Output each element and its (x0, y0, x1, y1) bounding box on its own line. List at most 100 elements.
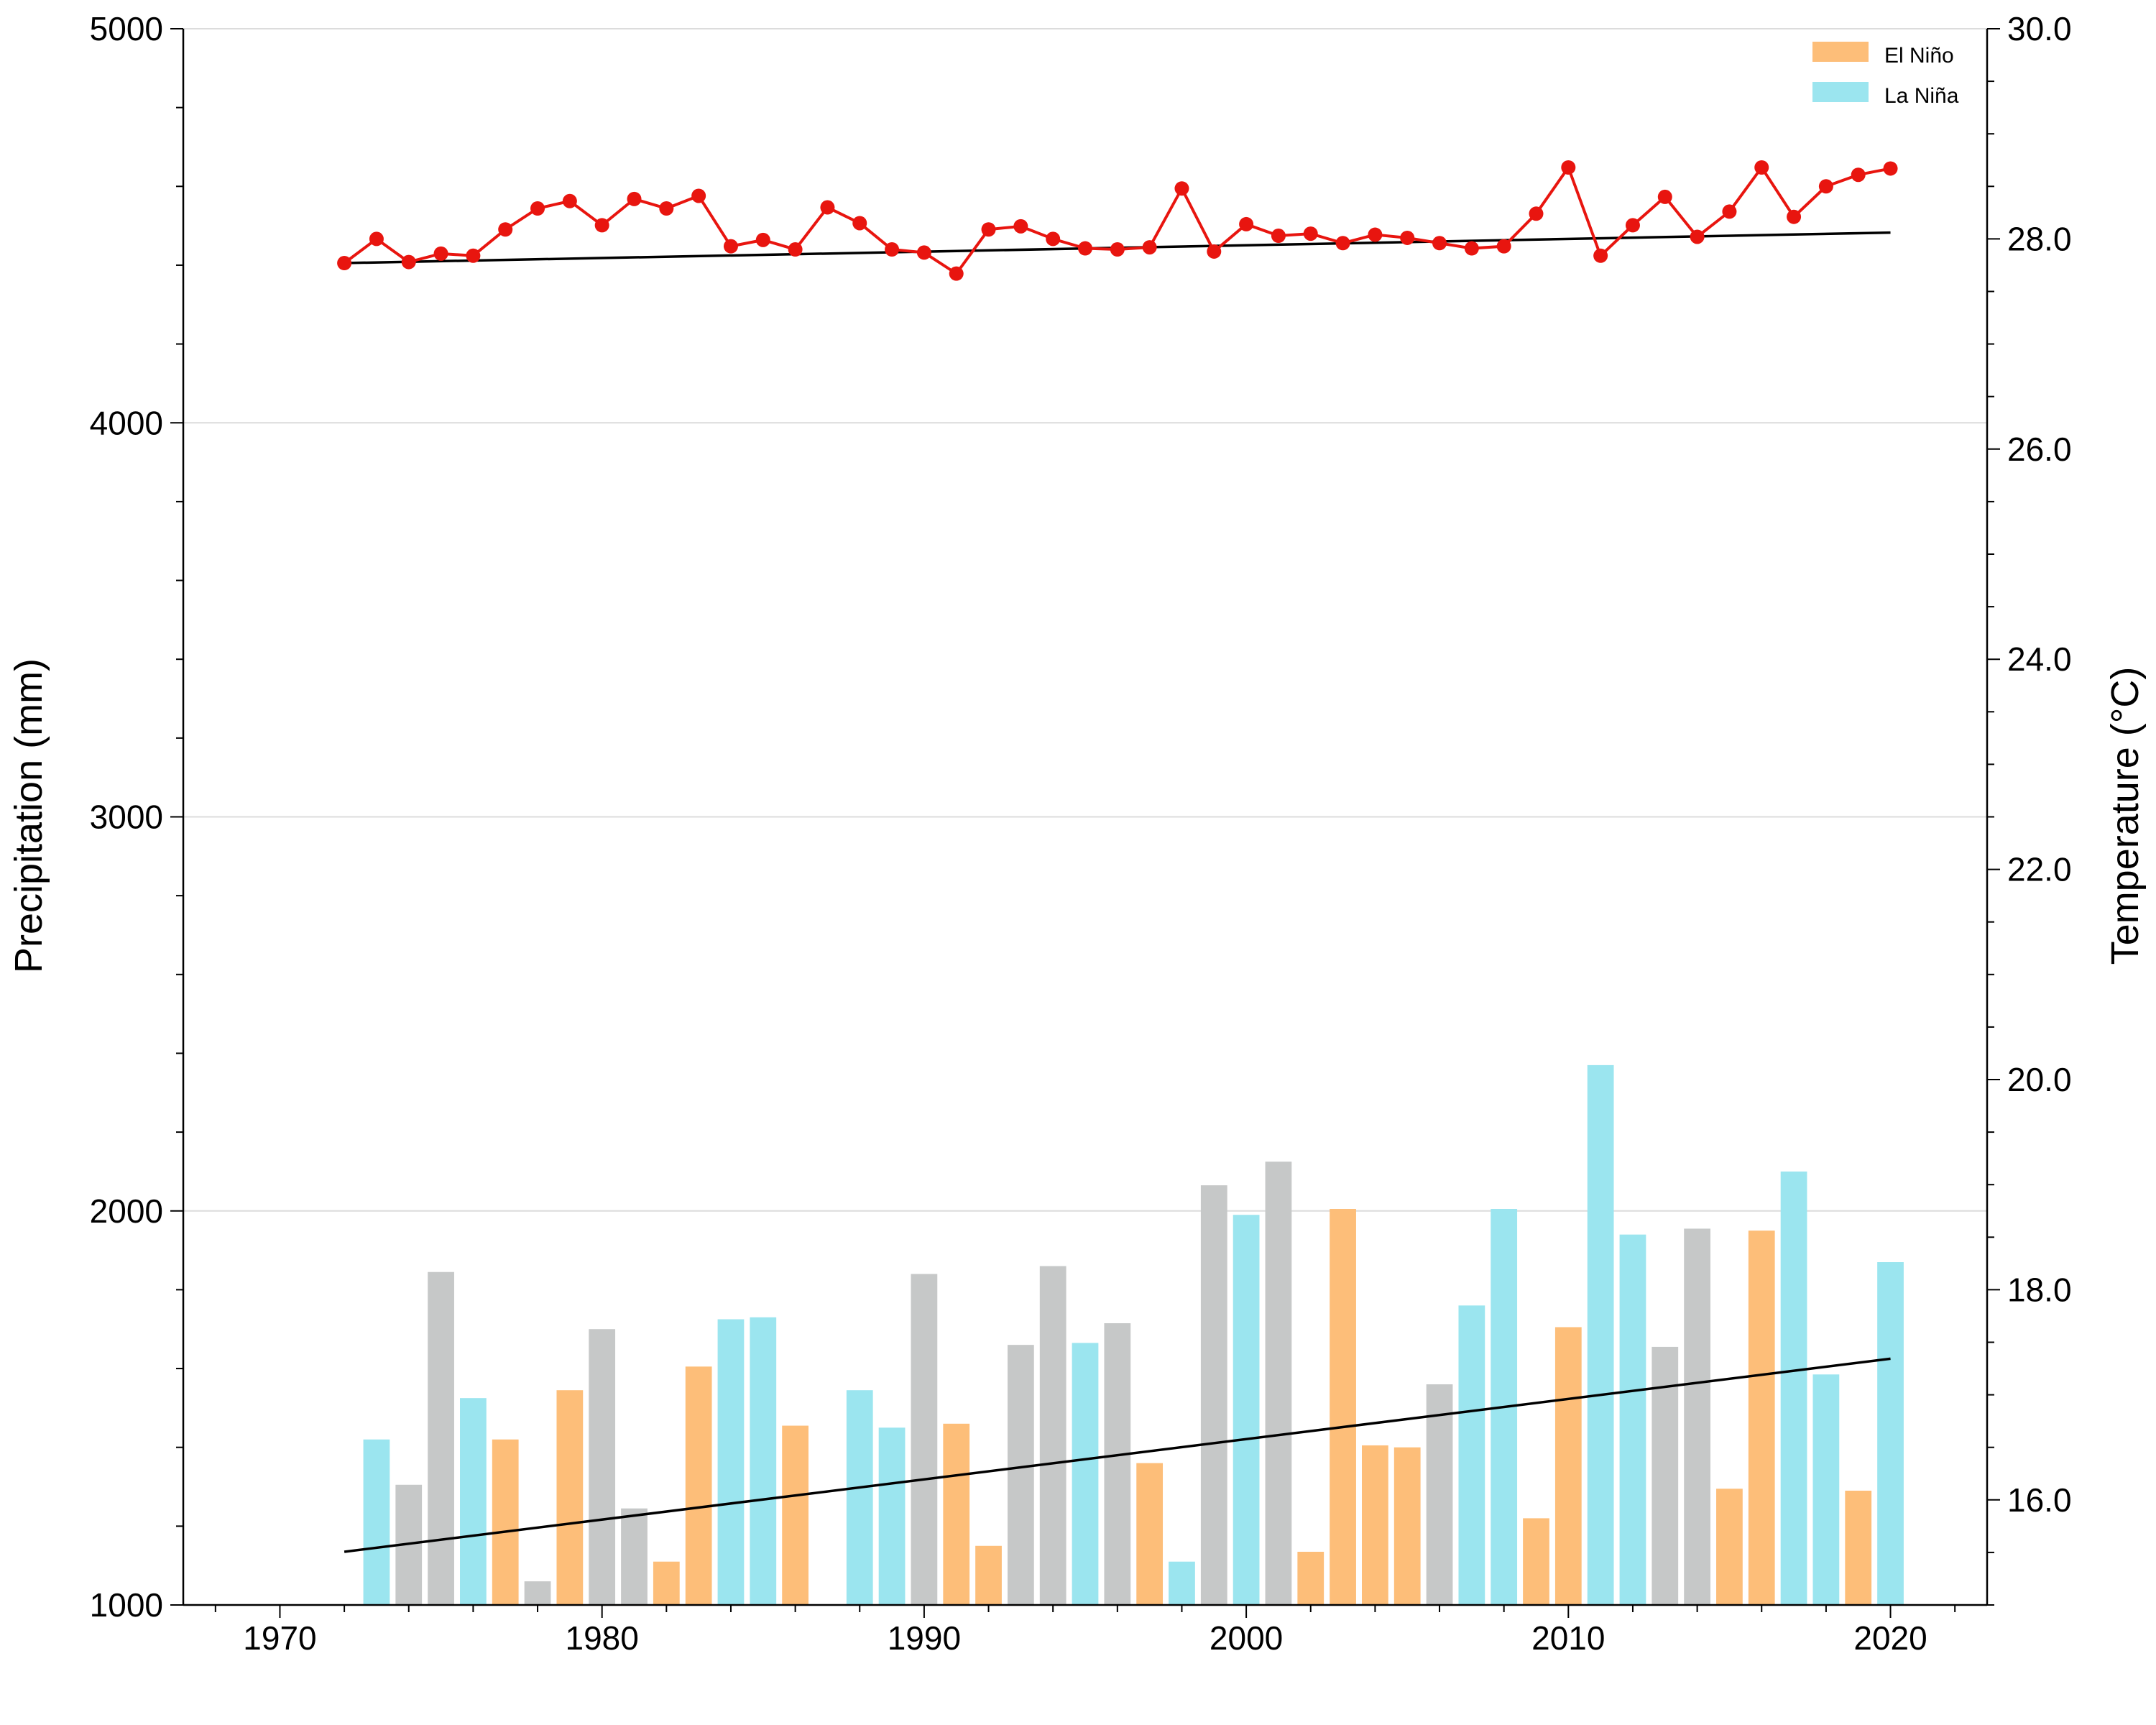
precip-bar-1979 (556, 1390, 584, 1605)
precip-bar-2018 (1812, 1374, 1840, 1605)
temperature-point-1991 (949, 266, 964, 281)
temperature-point-1994 (1046, 231, 1061, 247)
legend-label-la-nina: La Niña (1884, 84, 1959, 108)
left-axis-title: Precipitation (mm) (7, 658, 50, 973)
right-tick-label: 28.0 (2007, 220, 2072, 257)
left-tick-label: 3000 (90, 799, 163, 836)
grid-lines (183, 28, 1987, 1212)
temperature-point-2000 (1239, 216, 1254, 231)
precip-bar-2002 (1297, 1551, 1325, 1605)
temperature-point-2008 (1496, 239, 1511, 254)
precip-bar-1999 (1200, 1185, 1227, 1605)
temperature-point-2014 (1690, 229, 1705, 244)
precip-bar-1981 (621, 1508, 648, 1605)
precip-bar-2011 (1587, 1064, 1614, 1605)
axes (170, 28, 2000, 1618)
legend-label-el-nino: El Niño (1884, 44, 1954, 68)
precip-bar-1998 (1169, 1561, 1195, 1605)
temperature-point-1978 (530, 201, 545, 216)
precip-bar-1982 (653, 1561, 680, 1605)
precip-bar-1973 (363, 1439, 390, 1605)
right-tick-label: 30.0 (2007, 10, 2072, 47)
left-tick-label: 2000 (90, 1192, 163, 1230)
precip-bar-2017 (1780, 1171, 1807, 1605)
temperature-point-1989 (885, 242, 900, 257)
precip-bar-1978 (524, 1581, 551, 1605)
precip-bar-1993 (1007, 1345, 1034, 1605)
precip-bar-2015 (1716, 1489, 1743, 1605)
precip-bar-1992 (975, 1545, 1002, 1605)
precip-bar-1976 (460, 1398, 487, 1605)
temperature-point-2005 (1400, 230, 1415, 245)
precip-bar-1988 (846, 1390, 873, 1605)
precip-bar-2014 (1684, 1228, 1710, 1605)
temperature-point-1987 (820, 200, 835, 215)
precip-bar-1997 (1136, 1463, 1164, 1605)
bottom-tick-label: 1980 (566, 1619, 639, 1657)
temperature-point-2006 (1432, 236, 1447, 251)
temperature-point-2007 (1464, 241, 1479, 256)
right-tick-label: 20.0 (2007, 1061, 2072, 1098)
bottom-tick-label: 1990 (888, 1619, 961, 1657)
legend-swatch-la-nina (1812, 82, 1869, 102)
temperature-point-1996 (1110, 242, 1125, 257)
temperature-point-1979 (562, 193, 577, 208)
temperature-point-1997 (1142, 240, 1157, 255)
precip-bar-1977 (492, 1439, 519, 1605)
precip-bar-2013 (1651, 1346, 1679, 1605)
precip-bar-1983 (685, 1366, 712, 1605)
temperature-point-2011 (1593, 248, 1608, 263)
precip-bar-2005 (1393, 1447, 1421, 1605)
precip-bar-1980 (589, 1329, 616, 1605)
right-tick-label: 24.0 (2007, 640, 2072, 678)
temperature-point-1976 (466, 248, 481, 263)
temperature-point-2004 (1368, 227, 1383, 242)
right-tick-label: 22.0 (2007, 851, 2072, 888)
precip-bar-2007 (1458, 1305, 1485, 1605)
temperature-point-1974 (401, 254, 416, 270)
temperature-point-1998 (1174, 181, 1189, 196)
bottom-tick-label: 2000 (1210, 1619, 1283, 1657)
temperature-point-1981 (627, 191, 642, 206)
temperature-point-1986 (788, 242, 803, 257)
bottom-tick-label: 1970 (243, 1619, 316, 1657)
temperature-point-2010 (1561, 160, 1576, 175)
right-tick-label: 18.0 (2007, 1271, 2072, 1308)
right-tick-label: 26.0 (2007, 431, 2072, 468)
tick-labels: 1000 2000 3000 4000 5000 16.0 18.0 20.0 22.0 24.0… (90, 10, 2072, 1657)
temperature-point-1992 (981, 222, 996, 237)
precip-bar-2019 (1845, 1491, 1872, 1605)
precip-bar-2001 (1265, 1162, 1292, 1605)
temperature-point-1995 (1078, 241, 1092, 256)
bottom-tick-label: 2020 (1853, 1619, 1927, 1657)
temperature-point-1993 (1013, 218, 1028, 234)
temperature-series (337, 160, 1898, 281)
precip-bar-2012 (1619, 1234, 1646, 1605)
precip-bar-2010 (1554, 1327, 1582, 1605)
precip-bar-2009 (1523, 1518, 1549, 1605)
temperature-point-2020 (1883, 161, 1898, 176)
precip-bar-1986 (782, 1425, 808, 1605)
precip-bar-1984 (717, 1319, 745, 1605)
temperature-point-2017 (1787, 209, 1802, 224)
temperature-point-1975 (433, 246, 448, 261)
precip-bar-1996 (1104, 1323, 1131, 1605)
precip-bar-1990 (911, 1274, 938, 1605)
precip-bar-1991 (943, 1423, 970, 1605)
temperature-point-1988 (852, 216, 867, 231)
precip-bar-1995 (1072, 1343, 1099, 1605)
precip-bar-2006 (1426, 1384, 1453, 1605)
right-axis-title: Temperature (°C) (2104, 667, 2147, 965)
precipitation-bars (363, 1064, 1904, 1605)
temperature-point-2015 (1722, 204, 1737, 219)
temperature-point-2019 (1851, 167, 1866, 183)
temperature-point-1977 (498, 222, 513, 237)
temperature-point-1999 (1207, 244, 1222, 259)
precip-bar-2020 (1877, 1262, 1904, 1605)
temperature-point-1972 (337, 256, 352, 271)
left-tick-label: 5000 (90, 10, 163, 47)
temperature-point-1982 (659, 201, 674, 216)
precipitation-trend-line (344, 1357, 1891, 1553)
legend-swatch-el-nino (1812, 42, 1869, 62)
